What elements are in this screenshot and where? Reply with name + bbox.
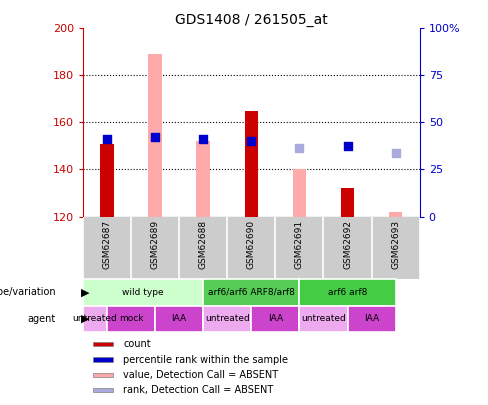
Text: untreated: untreated bbox=[73, 314, 117, 323]
Point bbox=[296, 145, 304, 151]
Bar bbox=[293, 169, 306, 217]
Bar bbox=[107, 306, 155, 332]
Bar bbox=[93, 358, 113, 362]
Text: ▶: ▶ bbox=[81, 288, 90, 297]
Text: ▶: ▶ bbox=[81, 314, 90, 324]
Title: GDS1408 / 261505_at: GDS1408 / 261505_at bbox=[175, 13, 328, 27]
Point bbox=[344, 143, 351, 149]
Point bbox=[199, 136, 207, 142]
Bar bbox=[148, 54, 162, 217]
Point bbox=[151, 133, 159, 140]
Text: arf6 arf8: arf6 arf8 bbox=[328, 288, 367, 297]
Text: GSM62691: GSM62691 bbox=[295, 220, 304, 269]
Bar bbox=[93, 342, 113, 346]
Bar bbox=[347, 306, 396, 332]
Text: count: count bbox=[123, 339, 151, 350]
Text: agent: agent bbox=[28, 314, 56, 324]
Text: GSM62693: GSM62693 bbox=[391, 220, 400, 269]
Text: value, Detection Call = ABSENT: value, Detection Call = ABSENT bbox=[123, 370, 279, 380]
Point bbox=[247, 138, 255, 145]
Text: wild type: wild type bbox=[122, 288, 164, 297]
Bar bbox=[300, 279, 396, 306]
Text: untreated: untreated bbox=[205, 314, 250, 323]
Bar bbox=[83, 306, 107, 332]
Bar bbox=[341, 188, 354, 217]
Bar bbox=[244, 111, 258, 217]
Point bbox=[392, 150, 400, 156]
Text: GSM62689: GSM62689 bbox=[151, 220, 160, 269]
Bar bbox=[251, 306, 300, 332]
Text: mock: mock bbox=[119, 314, 143, 323]
Bar bbox=[203, 306, 251, 332]
Point bbox=[103, 136, 111, 142]
Text: arf6/arf6 ARF8/arf8: arf6/arf6 ARF8/arf8 bbox=[208, 288, 295, 297]
Text: IAA: IAA bbox=[268, 314, 283, 323]
Text: untreated: untreated bbox=[301, 314, 346, 323]
Text: GSM62687: GSM62687 bbox=[102, 220, 112, 269]
Text: rank, Detection Call = ABSENT: rank, Detection Call = ABSENT bbox=[123, 385, 274, 395]
Bar bbox=[155, 306, 203, 332]
Text: GSM62692: GSM62692 bbox=[343, 220, 352, 269]
Text: IAA: IAA bbox=[364, 314, 379, 323]
Text: GSM62688: GSM62688 bbox=[199, 220, 208, 269]
Bar bbox=[100, 144, 114, 217]
Bar bbox=[83, 279, 203, 306]
Bar bbox=[300, 306, 347, 332]
Text: genotype/variation: genotype/variation bbox=[0, 288, 56, 297]
Text: IAA: IAA bbox=[172, 314, 187, 323]
Bar bbox=[197, 141, 210, 217]
Bar bbox=[203, 279, 300, 306]
Text: GSM62690: GSM62690 bbox=[247, 220, 256, 269]
Bar bbox=[93, 373, 113, 377]
Bar bbox=[389, 212, 403, 217]
Text: percentile rank within the sample: percentile rank within the sample bbox=[123, 354, 288, 364]
Bar bbox=[93, 388, 113, 392]
